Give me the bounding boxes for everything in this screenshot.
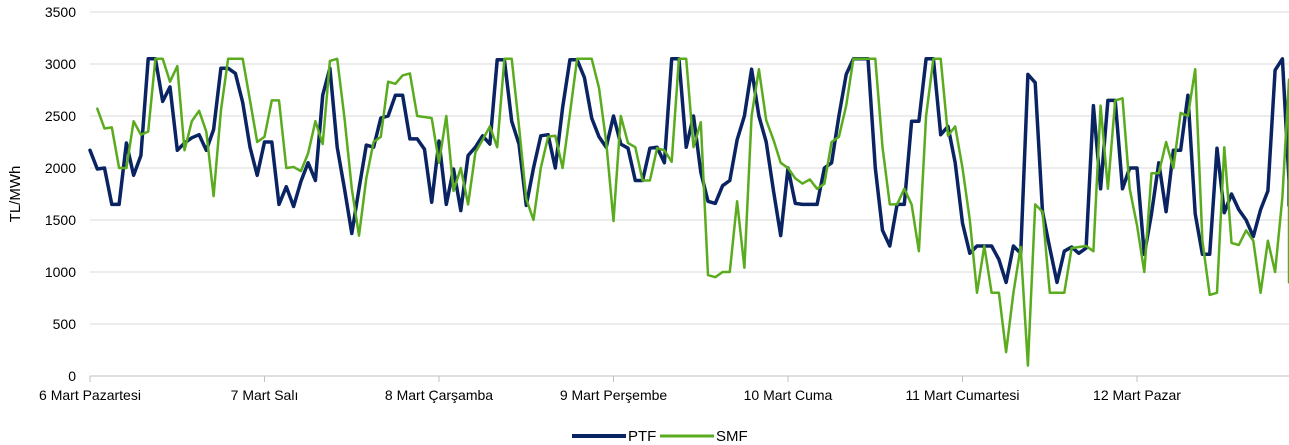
y-tick-label: 2000 (45, 160, 76, 176)
series-line-ptf (88, 57, 1289, 285)
legend-label-ptf: PTF (628, 428, 656, 445)
y-tick-label: 0 (68, 368, 76, 384)
y-axis-ticks: 0 500 1000 1500 2000 2500 3000 3500 (45, 4, 76, 384)
y-tick-label: 3000 (45, 56, 76, 72)
series-lines (88, 57, 1289, 367)
y-tick-label: 3500 (45, 4, 76, 20)
y-tick-label: 1000 (45, 264, 76, 280)
x-tick-label: 11 Mart Cumartesi (905, 387, 1019, 403)
x-tick-label: 8 Mart Çarşamba (385, 387, 493, 403)
y-axis-title: TL/MWh (7, 166, 24, 223)
y-tick-label: 1500 (45, 212, 76, 228)
x-axis-ticks: 6 Mart Pazartesi 7 Mart Salı 8 Mart Çarşam… (39, 376, 1181, 403)
x-tick-label: 12 Mart Pazar (1093, 387, 1181, 403)
series-line-smf (96, 57, 1289, 367)
legend: PTF SMF (572, 428, 748, 445)
x-tick-label: 9 Mart Perşembe (560, 387, 668, 403)
y-tick-label: 2500 (45, 108, 76, 124)
legend-label-smf: SMF (716, 428, 748, 445)
x-tick-label: 10 Mart Cuma (744, 387, 833, 403)
y-tick-label: 500 (53, 316, 77, 332)
x-tick-label: 6 Mart Pazartesi (39, 387, 141, 403)
x-tick-label: 7 Mart Salı (231, 387, 299, 403)
